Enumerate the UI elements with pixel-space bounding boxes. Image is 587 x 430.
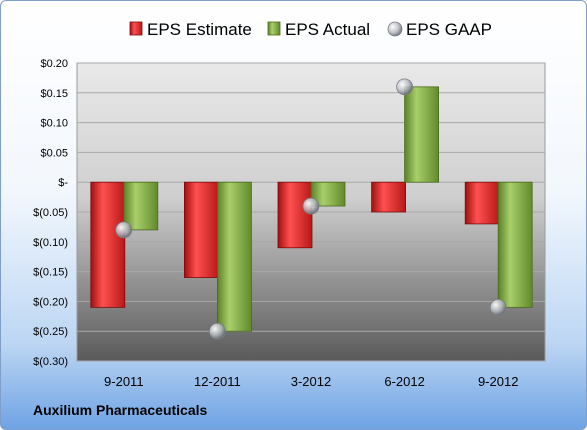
bars — [90, 86, 533, 332]
bar-eps-actual — [404, 86, 440, 183]
legend-label: EPS GAAP — [406, 20, 492, 39]
marker-eps-gaap — [489, 298, 507, 316]
y-tick-label: $(0.15) — [33, 267, 68, 279]
bar-eps-estimate — [90, 181, 126, 308]
x-tick-label: 6-2012 — [384, 374, 424, 389]
y-tick-label: $- — [58, 177, 68, 189]
legend-swatch-gaap — [387, 21, 403, 37]
legend-label: EPS Estimate — [147, 20, 252, 39]
bar-eps-actual — [497, 181, 533, 308]
bar-eps-actual — [310, 181, 346, 207]
bar-eps-actual — [123, 181, 159, 231]
y-tick-label: $0.15 — [40, 88, 68, 100]
marker-eps-gaap — [208, 322, 226, 340]
legend-swatch-actual — [267, 21, 281, 36]
bar-eps-estimate — [464, 181, 500, 225]
y-tick-label: $(0.25) — [33, 326, 68, 338]
legend: EPS Estimate EPS Actual EPS GAAP — [129, 20, 492, 39]
marker-eps-gaap — [115, 221, 133, 239]
marker-eps-gaap — [302, 197, 320, 215]
bar-eps-estimate — [183, 181, 219, 278]
x-tick-label: 3-2012 — [291, 374, 331, 389]
legend-swatch-estimate — [129, 21, 143, 36]
y-tick-label: $0.20 — [40, 58, 68, 70]
bar-eps-estimate — [371, 181, 407, 213]
y-tick-label: $0.10 — [40, 118, 68, 130]
y-tick-label: $(0.05) — [33, 207, 68, 219]
x-tick-label: 9-2011 — [104, 374, 144, 389]
x-axis: 9-2011 12-2011 3-2012 6-2012 9-2012 — [104, 374, 518, 389]
marker-eps-gaap — [396, 78, 414, 96]
y-tick-label: $(0.30) — [33, 356, 68, 368]
bar-eps-estimate — [277, 181, 313, 249]
x-tick-label: 12-2011 — [194, 374, 241, 389]
y-axis: $0.20 $0.15 $0.10 $0.05 $- $(0.05) $(0.10) $(0.… — [33, 58, 68, 368]
company-name: Auxilium Pharmaceuticals — [33, 402, 208, 418]
y-tick-label: $(0.20) — [33, 296, 68, 308]
x-tick-label: 9-2012 — [478, 374, 518, 389]
y-tick-label: $(0.10) — [33, 237, 68, 249]
y-tick-label: $0.05 — [40, 147, 68, 159]
legend-label: EPS Actual — [285, 20, 370, 39]
bar-eps-actual — [216, 181, 252, 332]
gaap-markers — [115, 78, 507, 340]
